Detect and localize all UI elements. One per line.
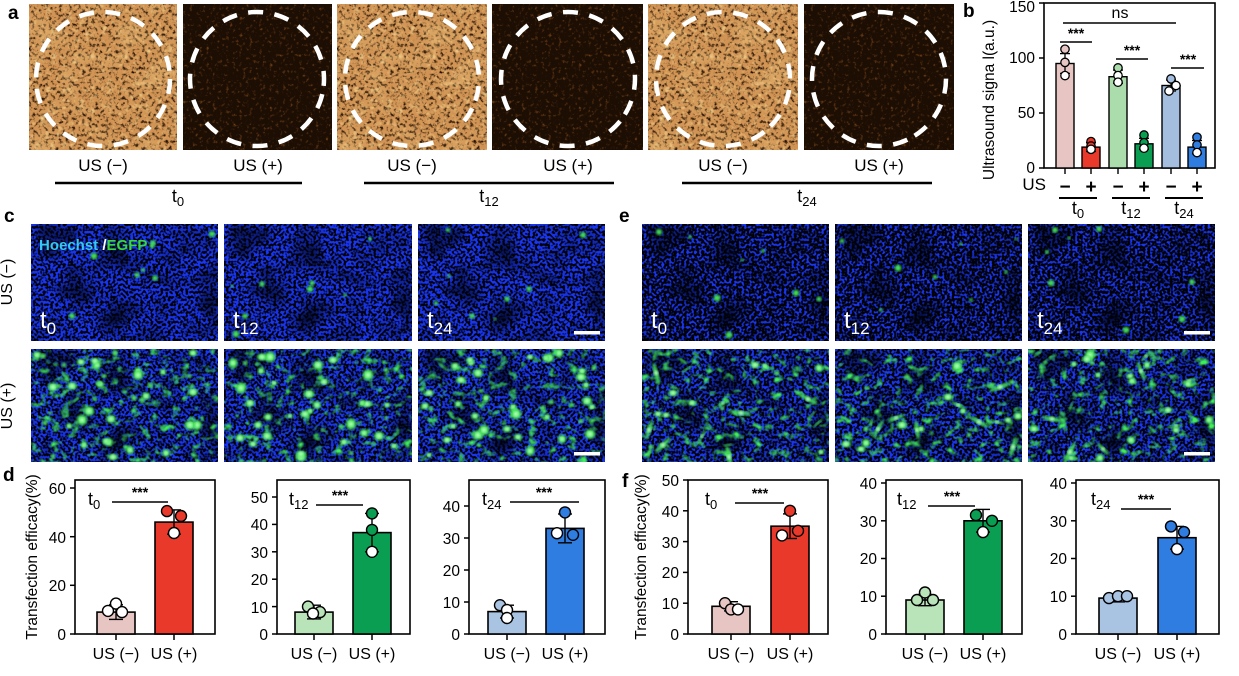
- svg-text:US (+): US (+): [542, 646, 589, 663]
- svg-text:b: b: [963, 1, 975, 22]
- svg-text:20: 20: [860, 551, 878, 568]
- svg-text:t0: t0: [1072, 198, 1084, 221]
- svg-text:40: 40: [662, 504, 680, 521]
- svg-text:***: ***: [1138, 491, 1155, 507]
- svg-text:50: 50: [662, 473, 680, 490]
- svg-text:***: ***: [332, 487, 349, 503]
- svg-text:30: 30: [443, 531, 461, 548]
- svg-text:50: 50: [251, 490, 269, 507]
- svg-text:US (−): US (−): [93, 646, 140, 663]
- svg-text:US (+): US (+): [233, 156, 283, 175]
- svg-text:***: ***: [1180, 51, 1197, 67]
- svg-text:0: 0: [451, 627, 460, 644]
- svg-text:−: −: [1059, 177, 1070, 198]
- svg-text:20: 20: [1050, 551, 1068, 568]
- svg-text:US (−): US (−): [0, 259, 16, 306]
- svg-text:t12: t12: [1121, 198, 1140, 221]
- svg-text:−: −: [1112, 177, 1123, 198]
- svg-text:150: 150: [1009, 0, 1035, 16]
- svg-text:10: 10: [443, 595, 461, 612]
- svg-text:US (+): US (+): [0, 383, 16, 430]
- svg-text:50: 50: [1018, 105, 1036, 122]
- svg-text:0: 0: [868, 627, 877, 644]
- svg-text:US (−): US (−): [698, 156, 748, 175]
- svg-text:***: ***: [132, 484, 149, 500]
- svg-text:−: −: [1165, 177, 1176, 198]
- svg-text:d: d: [3, 465, 15, 486]
- svg-text:30: 30: [1050, 514, 1068, 531]
- svg-text:US (−): US (−): [708, 646, 755, 663]
- svg-text:t12: t12: [479, 186, 498, 209]
- svg-text:US (+): US (+): [349, 646, 396, 663]
- svg-text:30: 30: [251, 545, 269, 562]
- svg-text:US (−): US (−): [484, 646, 531, 663]
- svg-text:0: 0: [1026, 160, 1035, 177]
- svg-text:10: 10: [251, 600, 269, 617]
- svg-text:f: f: [622, 471, 629, 492]
- svg-text:US (−): US (−): [1095, 646, 1142, 663]
- svg-text:0: 0: [1058, 627, 1067, 644]
- svg-text:c: c: [4, 206, 15, 227]
- svg-text:+: +: [1191, 177, 1202, 198]
- svg-text:US (−): US (−): [78, 156, 128, 175]
- svg-text:40: 40: [49, 530, 67, 547]
- svg-text:20: 20: [251, 572, 269, 589]
- svg-text:20: 20: [662, 565, 680, 582]
- svg-text:10: 10: [662, 596, 680, 613]
- svg-text:Transfection efficacy(%): Transfection efficacy(%): [633, 474, 650, 639]
- svg-text:40: 40: [860, 476, 878, 493]
- svg-text:Hoechst /EGFP: Hoechst /EGFP: [39, 237, 147, 254]
- svg-text:40: 40: [443, 499, 461, 516]
- svg-text:40: 40: [1050, 476, 1068, 493]
- svg-text:20: 20: [443, 563, 461, 580]
- svg-text:t0: t0: [172, 186, 184, 209]
- svg-text:100: 100: [1009, 50, 1035, 67]
- svg-text:***: ***: [536, 484, 553, 500]
- svg-text:0: 0: [670, 627, 679, 644]
- svg-text:30: 30: [662, 535, 680, 552]
- svg-text:e: e: [619, 206, 630, 227]
- svg-text:0: 0: [57, 627, 66, 644]
- svg-text:US (−): US (−): [291, 646, 338, 663]
- svg-text:***: ***: [752, 485, 769, 501]
- svg-text:+: +: [1085, 177, 1096, 198]
- svg-text:0: 0: [259, 627, 268, 644]
- svg-text:ns: ns: [1112, 5, 1129, 22]
- svg-text:US (+): US (+): [854, 156, 904, 175]
- svg-text:10: 10: [1050, 589, 1068, 606]
- svg-text:US (+): US (+): [151, 646, 198, 663]
- svg-text:US (+): US (+): [960, 646, 1007, 663]
- svg-text:40: 40: [251, 517, 269, 534]
- svg-text:US (+): US (+): [1154, 646, 1201, 663]
- svg-text:US (+): US (+): [543, 156, 593, 175]
- svg-text:US (−): US (−): [387, 156, 437, 175]
- svg-text:60: 60: [49, 481, 67, 498]
- svg-text:US (+): US (+): [767, 646, 814, 663]
- svg-text:10: 10: [860, 589, 878, 606]
- svg-text:20: 20: [49, 578, 67, 595]
- svg-text:***: ***: [1124, 42, 1141, 58]
- svg-text:t24: t24: [797, 186, 816, 209]
- svg-text:a: a: [8, 3, 19, 24]
- svg-text:+: +: [1138, 177, 1149, 198]
- svg-text:***: ***: [944, 488, 961, 504]
- svg-text:t24: t24: [1174, 198, 1193, 221]
- svg-text:30: 30: [860, 514, 878, 531]
- svg-text:US: US: [1022, 175, 1046, 194]
- svg-text:Ultrasound signa l(a.u.): Ultrasound signa l(a.u.): [981, 20, 998, 180]
- svg-text:***: ***: [1068, 25, 1085, 41]
- svg-text:US (−): US (−): [902, 646, 949, 663]
- svg-text:Transfection efficacy(%): Transfection efficacy(%): [24, 474, 41, 639]
